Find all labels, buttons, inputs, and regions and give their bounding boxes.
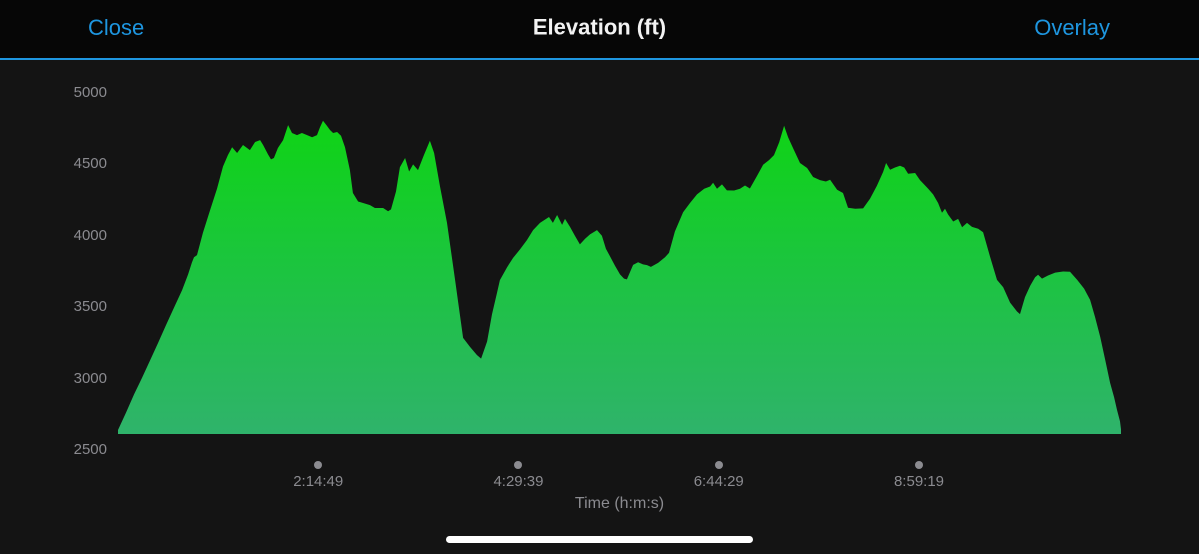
navbar: Close Elevation (ft) Overlay: [0, 0, 1199, 60]
x-tick-label: 4:29:39: [493, 473, 544, 490]
close-button[interactable]: Close: [88, 15, 145, 40]
elevation-chart-plot[interactable]: [0, 60, 1199, 520]
y-axis-label: 4000: [73, 226, 107, 244]
x-tick-dot: [514, 461, 523, 469]
x-tick-dot: [914, 461, 923, 469]
x-tick-dot: [314, 461, 323, 469]
y-axis-label: 5000: [73, 84, 107, 101]
x-tick-label: 2:14:49: [293, 473, 344, 490]
y-axis-label: 3500: [73, 298, 107, 316]
page-title: Elevation (ft): [532, 14, 667, 40]
y-axis-label: 4500: [73, 155, 107, 173]
x-tick-label: 6:44:29: [693, 473, 744, 490]
home-indicator[interactable]: [446, 536, 753, 543]
x-axis-title: Time (h:m:s): [574, 495, 665, 512]
overlay-button[interactable]: Overlay: [1034, 15, 1110, 40]
y-axis-label: 2500: [73, 441, 107, 458]
x-tick-label: 8:59:19: [893, 473, 945, 490]
elevation-area-fill: [118, 120, 1121, 435]
x-tick-dot: [714, 461, 723, 469]
y-axis-label: 3000: [73, 369, 107, 387]
